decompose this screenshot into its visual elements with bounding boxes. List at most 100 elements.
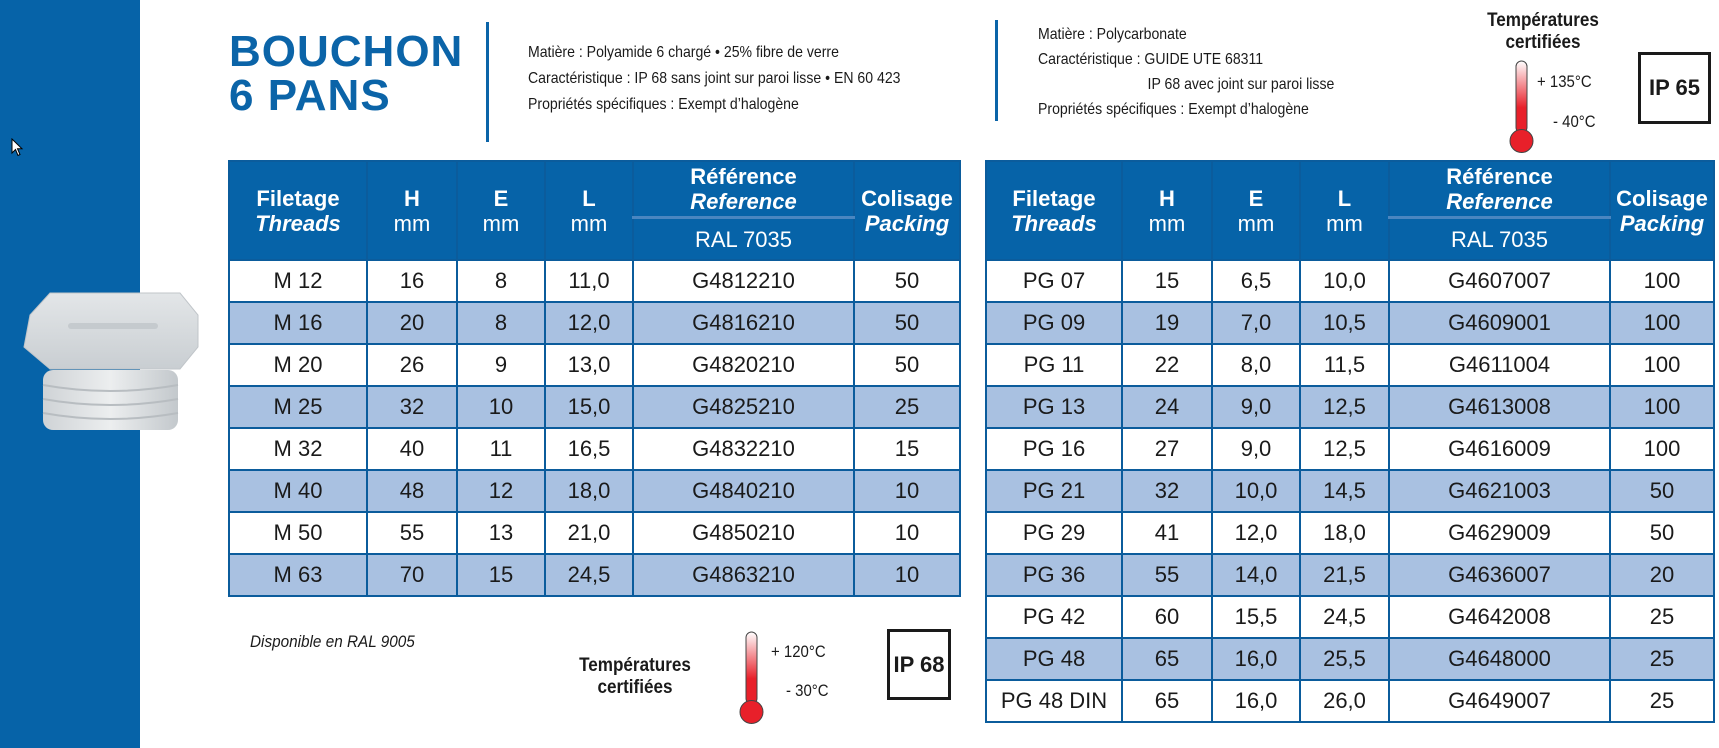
cell-e: 9,0	[1211, 427, 1301, 471]
table-row: PG 42 60 15,5 24,5 G4642008 25	[985, 595, 1715, 639]
cell-filetage: PG 21	[985, 469, 1123, 513]
table-row: PG 48 DIN 65 16,0 26,0 G4649007 25	[985, 679, 1715, 723]
cell-l: 26,0	[1299, 679, 1390, 723]
cell-l: 11,0	[544, 259, 634, 303]
spec-line: Caractéristique : IP 68 sans joint sur p…	[528, 70, 901, 87]
cell-l: 13,0	[544, 343, 634, 387]
cell-reference: G4648000	[1388, 637, 1611, 681]
spec-line: IP 68 avec joint sur paroi lisse	[1038, 76, 1335, 93]
cell-filetage: PG 13	[985, 385, 1123, 429]
temp-max: + 120°C	[771, 642, 826, 661]
table-row: M 50 55 13 21,0 G4850210 10	[228, 511, 961, 555]
right-spec: Matière : Polycarbonate Caractéristique :…	[1038, 22, 1334, 122]
temp-title-line: Températures	[1487, 10, 1599, 31]
cell-filetage: M 32	[228, 427, 368, 471]
cell-l: 11,5	[1299, 343, 1390, 387]
cell-filetage: M 40	[228, 469, 368, 513]
cell-e: 16,0	[1211, 637, 1301, 681]
cell-e: 12	[456, 469, 546, 513]
cell-l: 18,0	[1299, 511, 1390, 555]
cell-l: 21,0	[544, 511, 634, 555]
spec-line: Matière : Polycarbonate	[1038, 26, 1187, 43]
cell-reference: G4616009	[1388, 427, 1611, 471]
cell-e: 8,0	[1211, 343, 1301, 387]
table-row: M 32 40 11 16,5 G4832210 15	[228, 427, 961, 471]
table-row: M 16 20 8 12,0 G4816210 50	[228, 301, 961, 345]
table-row: PG 13 24 9,0 12,5 G4613008 100	[985, 385, 1715, 429]
cell-reference: G4649007	[1388, 679, 1611, 723]
cell-l: 25,5	[1299, 637, 1390, 681]
cell-l: 12,5	[1299, 427, 1390, 471]
table-row: PG 29 41 12,0 18,0 G4629009 50	[985, 511, 1715, 555]
cell-colisage: 25	[1609, 595, 1715, 639]
cell-colisage: 50	[1609, 511, 1715, 555]
cell-e: 6,5	[1211, 259, 1301, 303]
cell-colisage: 100	[1609, 343, 1715, 387]
availability-note: Disponible en RAL 9005	[250, 632, 415, 651]
col-reference: Référence Reference	[632, 160, 855, 219]
table-row: M 25 32 10 15,0 G4825210 25	[228, 385, 961, 429]
cell-l: 18,0	[544, 469, 634, 513]
divider	[995, 20, 998, 121]
temp-min: - 30°C	[786, 681, 829, 700]
cell-reference: G4621003	[1388, 469, 1611, 513]
cell-h: 65	[1121, 637, 1213, 681]
temp-title-line: certifiées	[597, 677, 673, 698]
page-title: BOUCHON 6 PANS	[229, 30, 463, 118]
cell-filetage: M 12	[228, 259, 368, 303]
cell-reference: G4816210	[632, 301, 855, 345]
cell-filetage: PG 09	[985, 301, 1123, 345]
cell-h: 70	[366, 553, 458, 597]
col-filetage: Filetage Threads	[985, 160, 1123, 261]
cell-e: 9,0	[1211, 385, 1301, 429]
table-row: M 12 16 8 11,0 G4812210 50	[228, 259, 961, 303]
cell-e: 14,0	[1211, 553, 1301, 597]
table-row: M 40 48 12 18,0 G4840210 10	[228, 469, 961, 513]
cell-filetage: M 16	[228, 301, 368, 345]
cell-e: 12,0	[1211, 511, 1301, 555]
thermometer-icon	[1509, 60, 1534, 153]
cell-reference: G4613008	[1388, 385, 1611, 429]
cell-l: 24,5	[544, 553, 634, 597]
col-reference: Référence Reference	[1388, 160, 1611, 219]
cell-e: 16,0	[1211, 679, 1301, 723]
table-row: M 20 26 9 13,0 G4820210 50	[228, 343, 961, 387]
title-line-1: BOUCHON	[229, 27, 464, 76]
table-row: M 63 70 15 24,5 G4863210 10	[228, 553, 961, 597]
spec-line: Matière : Polyamide 6 chargé • 25% fibre…	[528, 44, 839, 61]
cell-l: 10,0	[1299, 259, 1390, 303]
cell-colisage: 25	[1609, 679, 1715, 723]
col-ral: RAL 7035	[1388, 216, 1611, 261]
cell-colisage: 50	[1609, 469, 1715, 513]
cell-reference: G4609001	[1388, 301, 1611, 345]
cell-colisage: 10	[853, 469, 961, 513]
cell-reference: G4825210	[632, 385, 855, 429]
cell-filetage: PG 16	[985, 427, 1123, 471]
cell-e: 15	[456, 553, 546, 597]
spec-line: Propriétés spécifiques : Exempt d’halogè…	[528, 96, 799, 113]
cell-filetage: PG 29	[985, 511, 1123, 555]
temperature-title: Températures certifiées	[1471, 10, 1615, 54]
cell-e: 10	[456, 385, 546, 429]
ip-rating-badge: IP 65	[1638, 52, 1711, 124]
cell-h: 65	[1121, 679, 1213, 723]
cell-e: 9	[456, 343, 546, 387]
cell-h: 26	[366, 343, 458, 387]
product-image-hex-plug	[23, 292, 199, 430]
temp-min: - 40°C	[1553, 112, 1596, 131]
cell-reference: G4636007	[1388, 553, 1611, 597]
cell-reference: G4607007	[1388, 259, 1611, 303]
cell-l: 24,5	[1299, 595, 1390, 639]
cell-reference: G4642008	[1388, 595, 1611, 639]
spec-line: Caractéristique : GUIDE UTE 68311	[1038, 51, 1264, 68]
cell-filetage: PG 48	[985, 637, 1123, 681]
cell-h: 15	[1121, 259, 1213, 303]
cell-filetage: PG 11	[985, 343, 1123, 387]
cell-colisage: 25	[1609, 637, 1715, 681]
